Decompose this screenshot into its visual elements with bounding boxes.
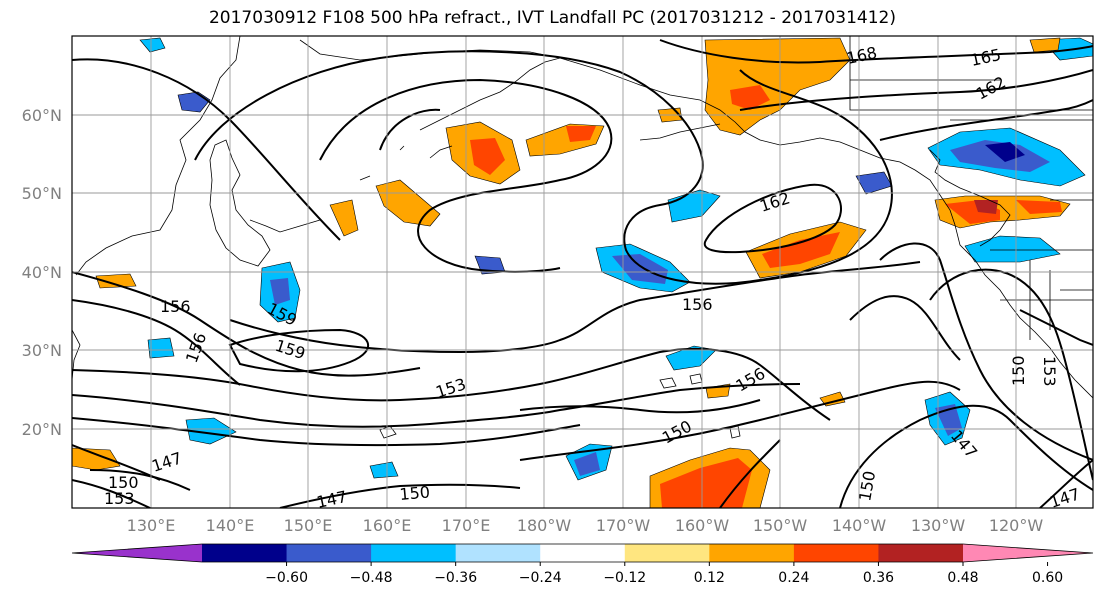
latitude-labels: 60°N 50°N 40°N 30°N 20°N bbox=[22, 106, 62, 439]
colorbar: −0.60 −0.48 −0.36 −0.24 −0.12 0.12 0.24 0.36 0.4… bbox=[71, 543, 1094, 586]
height-contours bbox=[72, 39, 1093, 508]
map-frame bbox=[71, 35, 1094, 509]
colorbar-tick-label: 0.60 bbox=[1032, 570, 1063, 586]
lon-label: 130°E bbox=[127, 516, 176, 535]
map-panel: 168 165 162 162 156 156 159 159 156 153 … bbox=[72, 36, 1093, 512]
lon-label: 140°E bbox=[206, 516, 255, 535]
colorbar-swatch bbox=[286, 544, 372, 562]
gridlines bbox=[72, 36, 1093, 508]
colorbar-tick-label: 0.24 bbox=[778, 570, 809, 586]
colorbar-extension-low bbox=[72, 544, 202, 562]
map-title: 2017030912 F108 500 hPa refract., IVT La… bbox=[208, 8, 896, 28]
colorbar-swatch bbox=[540, 544, 626, 562]
lat-label-40n: 40°N bbox=[22, 263, 62, 282]
contour-label: 147 bbox=[315, 487, 349, 512]
lon-label: 130°W bbox=[911, 516, 966, 535]
lon-label: 170°W bbox=[596, 516, 651, 535]
colorbar-swatch bbox=[709, 544, 795, 562]
colorbar-extension-high bbox=[963, 544, 1093, 562]
contour-label: 147 bbox=[1047, 484, 1082, 512]
colorbar-tick-label: −0.60 bbox=[265, 570, 308, 586]
negative-shading bbox=[139, 37, 1093, 481]
longitude-labels: 130°E 140°E 150°E 160°E 170°E 180°W 170°… bbox=[127, 516, 1044, 535]
contour-label: 150 bbox=[1009, 355, 1028, 386]
colorbar-swatch bbox=[793, 544, 879, 562]
lon-label: 150°W bbox=[753, 516, 808, 535]
colorbar-tick-label: 0.48 bbox=[947, 570, 978, 586]
lat-label-20n: 20°N bbox=[22, 420, 62, 439]
colorbar-swatch bbox=[624, 544, 710, 562]
colorbar-swatch bbox=[455, 544, 541, 562]
colorbar-tick-label: −0.12 bbox=[603, 570, 646, 586]
colorbar-swatch bbox=[878, 544, 964, 562]
colorbar-outline bbox=[71, 543, 1094, 563]
contour-label: 156 bbox=[682, 295, 713, 314]
contour-label: 150 bbox=[399, 482, 431, 504]
lon-label: 150°E bbox=[284, 516, 333, 535]
lat-label-50n: 50°N bbox=[22, 184, 62, 203]
lon-label: 170°E bbox=[442, 516, 491, 535]
colorbar-tick-label: 0.12 bbox=[694, 570, 725, 586]
lon-label: 160°W bbox=[675, 516, 730, 535]
contour-label: 153 bbox=[1040, 356, 1059, 387]
lat-label-60n: 60°N bbox=[22, 106, 62, 125]
colorbar-tick-label: −0.48 bbox=[350, 570, 393, 586]
lat-label-30n: 30°N bbox=[22, 341, 62, 360]
colorbar-tick-label: 0.36 bbox=[863, 570, 894, 586]
contour-label: 156 bbox=[160, 297, 191, 316]
colorbar-swatch bbox=[371, 544, 457, 562]
lon-label: 120°W bbox=[989, 516, 1044, 535]
lon-label: 140°W bbox=[832, 516, 887, 535]
lon-label: 160°E bbox=[363, 516, 412, 535]
colorbar-swatch bbox=[202, 544, 288, 562]
colorbar-tick-label: −0.24 bbox=[519, 570, 562, 586]
lon-label: 180°W bbox=[517, 516, 572, 535]
colorbar-tick-label: −0.36 bbox=[434, 570, 477, 586]
contour-label: 153 bbox=[104, 489, 135, 508]
contour-label: 150 bbox=[108, 473, 139, 492]
